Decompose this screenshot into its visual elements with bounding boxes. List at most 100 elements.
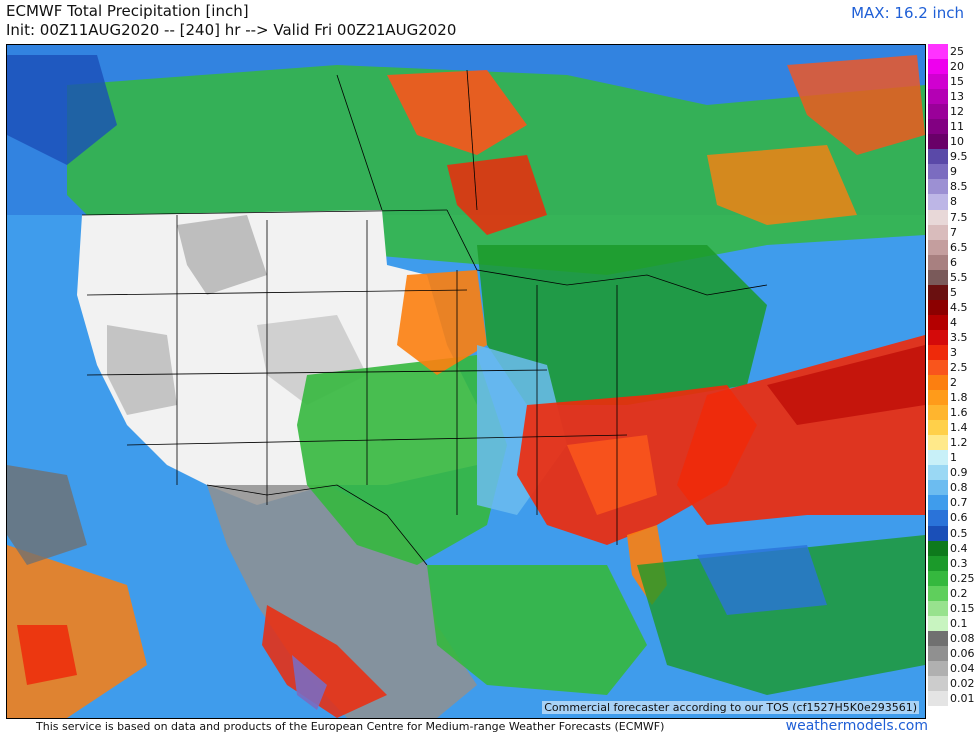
idaho-gray-patch xyxy=(177,215,267,295)
colorbar-level: 0.7 xyxy=(928,495,980,511)
colorbar-label: 0.2 xyxy=(950,586,968,600)
colorbar-label: 0.01 xyxy=(950,692,975,706)
colorbar-level: 8 xyxy=(928,194,980,210)
colorbar-label: 1 xyxy=(950,451,957,465)
colorbar-swatch xyxy=(928,540,948,556)
colorbar-swatch xyxy=(928,660,948,676)
colorbar-level: 1.8 xyxy=(928,390,980,406)
colorbar-label: 8 xyxy=(950,195,957,209)
colorbar-level: 1 xyxy=(928,450,980,466)
colorbar-label: 0.7 xyxy=(950,496,968,510)
colorbar-level: 0.08 xyxy=(928,630,980,646)
precipitation-map[interactable]: Commercial forecaster according to our T… xyxy=(6,44,926,719)
colorbar-label: 0.15 xyxy=(950,601,975,615)
colorbar-label: 7 xyxy=(950,225,957,239)
southern-plains-green xyxy=(297,355,507,565)
colorbar-level: 0.04 xyxy=(928,660,980,676)
colorbar-swatch xyxy=(928,645,948,661)
colorbar-swatch xyxy=(928,525,948,541)
colorbar-level: 0.1 xyxy=(928,615,980,631)
us-canada-border-west xyxy=(81,209,448,216)
colorbar-level: 0.4 xyxy=(928,540,980,556)
mexico-purple-maximum xyxy=(292,655,327,710)
colorbar-swatch xyxy=(928,570,948,586)
colorbar-level: 4.5 xyxy=(928,299,980,315)
colorbar-swatch xyxy=(928,435,948,451)
colorbar-level: 3.5 xyxy=(928,329,980,345)
colorbar-label: 1.6 xyxy=(950,406,968,420)
colorbar-label: 0.3 xyxy=(950,556,968,570)
state-line-8 xyxy=(86,369,548,376)
colorbar-swatch xyxy=(928,390,948,406)
colorbar-label: 7.5 xyxy=(950,210,968,224)
colorbar-level: 12 xyxy=(928,104,980,120)
colorbar-label: 0.4 xyxy=(950,541,968,555)
us-canada-border-east xyxy=(446,209,768,296)
colorbar-level: 15 xyxy=(928,74,980,90)
us-mexico-border xyxy=(206,484,428,566)
colorbar-label: 9.5 xyxy=(950,150,968,164)
colorbar-level: 0.2 xyxy=(928,585,980,601)
nevada-gray-patch xyxy=(107,325,177,415)
colorbar-swatch xyxy=(928,691,948,707)
colorbar-level: 3 xyxy=(928,344,980,360)
province-line-1 xyxy=(336,74,383,211)
colorbar-swatch xyxy=(928,119,948,135)
colorbar-swatch xyxy=(928,480,948,496)
colorbar-label: 0.06 xyxy=(950,646,975,660)
footer-site-link[interactable]: weathermodels.com xyxy=(785,718,928,734)
pacific-gray-patch xyxy=(7,465,87,565)
colorbar-swatch xyxy=(928,375,948,391)
colorbar-label: 4.5 xyxy=(950,300,968,314)
colorbar-level: 6.5 xyxy=(928,239,980,255)
colorbar-label: 0.08 xyxy=(950,631,975,645)
colorbar-swatch xyxy=(928,254,948,270)
colorbar-level: 2 xyxy=(928,375,980,391)
colorbar-label: 5.5 xyxy=(950,270,968,284)
colorbar-swatch xyxy=(928,104,948,120)
state-line-9 xyxy=(126,434,628,446)
colorbar-level: 0.3 xyxy=(928,555,980,571)
boundary-lines xyxy=(81,69,768,566)
canada-red-patch xyxy=(447,155,547,235)
colorbar-label: 1.2 xyxy=(950,436,968,450)
colorbar-level: 0.02 xyxy=(928,675,980,692)
colorbar-level: 0.25 xyxy=(928,570,980,586)
colorbar-swatch xyxy=(928,359,948,376)
header: ECMWF Total Precipitation [inch] Init: 0… xyxy=(0,0,980,44)
max-precipitation-label: MAX: 16.2 inch xyxy=(851,4,964,22)
colorbar-label: 1.8 xyxy=(950,391,968,405)
gulf-green-region xyxy=(427,565,647,695)
colorbar-label: 2 xyxy=(950,376,957,390)
colorbar-swatch xyxy=(928,329,948,345)
colorbar-level: 8.5 xyxy=(928,179,980,195)
colorbar-label: 12 xyxy=(950,105,964,119)
colorbar-swatch xyxy=(928,44,948,60)
colorbar-swatch xyxy=(928,600,948,616)
colorbar-swatch xyxy=(928,495,948,511)
colorbar-swatch xyxy=(928,299,948,315)
colorbar-label: 15 xyxy=(950,75,964,89)
colorbar-swatch xyxy=(928,194,948,210)
colorbar-swatch xyxy=(928,74,948,90)
colorbar-swatch xyxy=(928,405,948,421)
colorbar-label: 3 xyxy=(950,345,957,359)
colorbar-label: 0.8 xyxy=(950,481,968,495)
colorbar-level: 9 xyxy=(928,164,980,180)
alabama-orange xyxy=(567,435,657,515)
mexico-pacific-red xyxy=(262,605,387,718)
colorbar-swatch xyxy=(928,585,948,601)
colorbar-label: 3.5 xyxy=(950,330,968,344)
precipitation-map-canvas xyxy=(7,45,925,718)
footer-disclaimer: This service is based on data and produc… xyxy=(36,720,665,733)
ontario-orange-patch xyxy=(707,145,857,225)
quebec-orange-patch xyxy=(787,55,925,155)
colorbar-level: 0.15 xyxy=(928,600,980,616)
map-subtitle: Init: 00Z11AUG2020 -- [240] hr --> Valid… xyxy=(6,21,457,39)
state-line-7 xyxy=(86,289,468,296)
colorbar-swatch xyxy=(928,450,948,466)
colorbar-swatch xyxy=(928,239,948,255)
colorbar-level: 0.6 xyxy=(928,510,980,526)
colorbar-level: 1.4 xyxy=(928,420,980,436)
colorbar-level: 0.5 xyxy=(928,525,980,541)
